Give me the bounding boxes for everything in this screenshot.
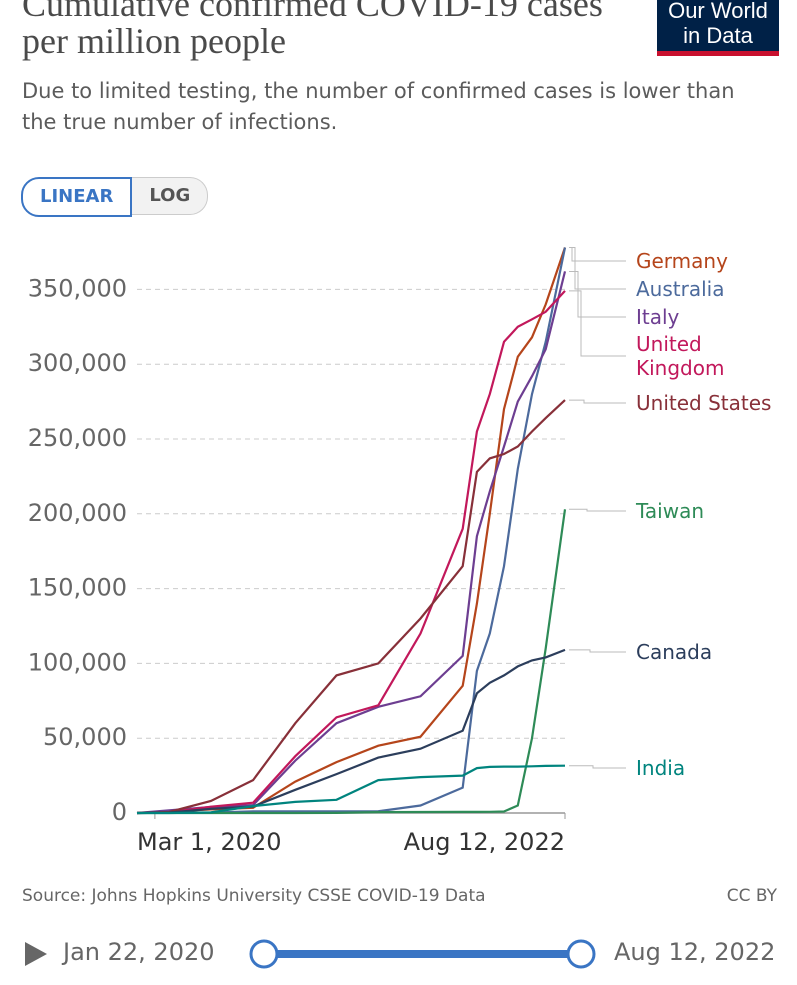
chart-subtitle: Due to limited testing, the number of co…	[22, 79, 735, 134]
scale-toggle: LINEAR LOG	[21, 177, 209, 217]
timeline-end: Aug 12, 2022	[614, 938, 776, 966]
leader-line	[569, 247, 626, 290]
x-tick-label: Mar 1, 2020	[137, 828, 282, 856]
series-label[interactable]: Canada	[636, 640, 713, 664]
series-label[interactable]: Taiwan	[636, 499, 705, 523]
series-line	[136, 271, 567, 815]
y-tick-label: 0	[112, 798, 127, 826]
leader-line	[569, 290, 626, 357]
series-line	[136, 247, 567, 815]
leader-line	[569, 399, 626, 404]
logo[interactable]: Our World in Data	[657, 0, 779, 56]
leader-line	[569, 270, 626, 318]
series-line	[136, 247, 567, 815]
series-line	[137, 509, 567, 815]
series-label[interactable]: United Kingdom	[636, 332, 725, 380]
leader-line	[569, 508, 626, 512]
timeline-start: Jan 22, 2020	[63, 938, 215, 966]
timeline-handle[interactable]	[566, 939, 596, 969]
y-tick-label: 50,000	[43, 723, 127, 751]
play-button[interactable]	[25, 942, 47, 966]
series-line	[136, 648, 566, 815]
y-tick-label: 250,000	[28, 424, 127, 452]
series-line	[136, 290, 566, 815]
series-label[interactable]: Germany	[636, 249, 728, 273]
series-line	[136, 399, 566, 815]
logo-line: Our World	[668, 0, 768, 23]
timeline-handle[interactable]	[249, 939, 279, 969]
series-label[interactable]: Australia	[636, 277, 725, 301]
y-tick-label: 150,000	[28, 574, 127, 602]
logo-line: in Data	[683, 23, 753, 48]
leader-line	[569, 765, 626, 769]
scale-button[interactable]: LINEAR	[21, 177, 133, 217]
leader-line	[569, 247, 626, 262]
scale-button[interactable]: LOG	[132, 177, 209, 215]
series-label[interactable]: Italy	[636, 305, 680, 329]
source-note: Source: Johns Hopkins University CSSE CO…	[22, 886, 486, 906]
y-tick-label: 350,000	[28, 274, 127, 302]
chart-title: Cumulative confirmed COVID-19 cases per …	[22, 0, 603, 61]
series-label[interactable]: India	[636, 756, 686, 780]
license[interactable]: CC BY	[726, 886, 777, 906]
series-label[interactable]: United States	[636, 391, 772, 415]
y-tick-label: 200,000	[28, 499, 127, 527]
leader-line	[569, 649, 626, 653]
series-line	[137, 764, 566, 815]
x-tick-label: Aug 12, 2022	[404, 828, 565, 856]
y-tick-label: 100,000	[28, 648, 127, 676]
y-tick-label: 300,000	[28, 349, 127, 377]
